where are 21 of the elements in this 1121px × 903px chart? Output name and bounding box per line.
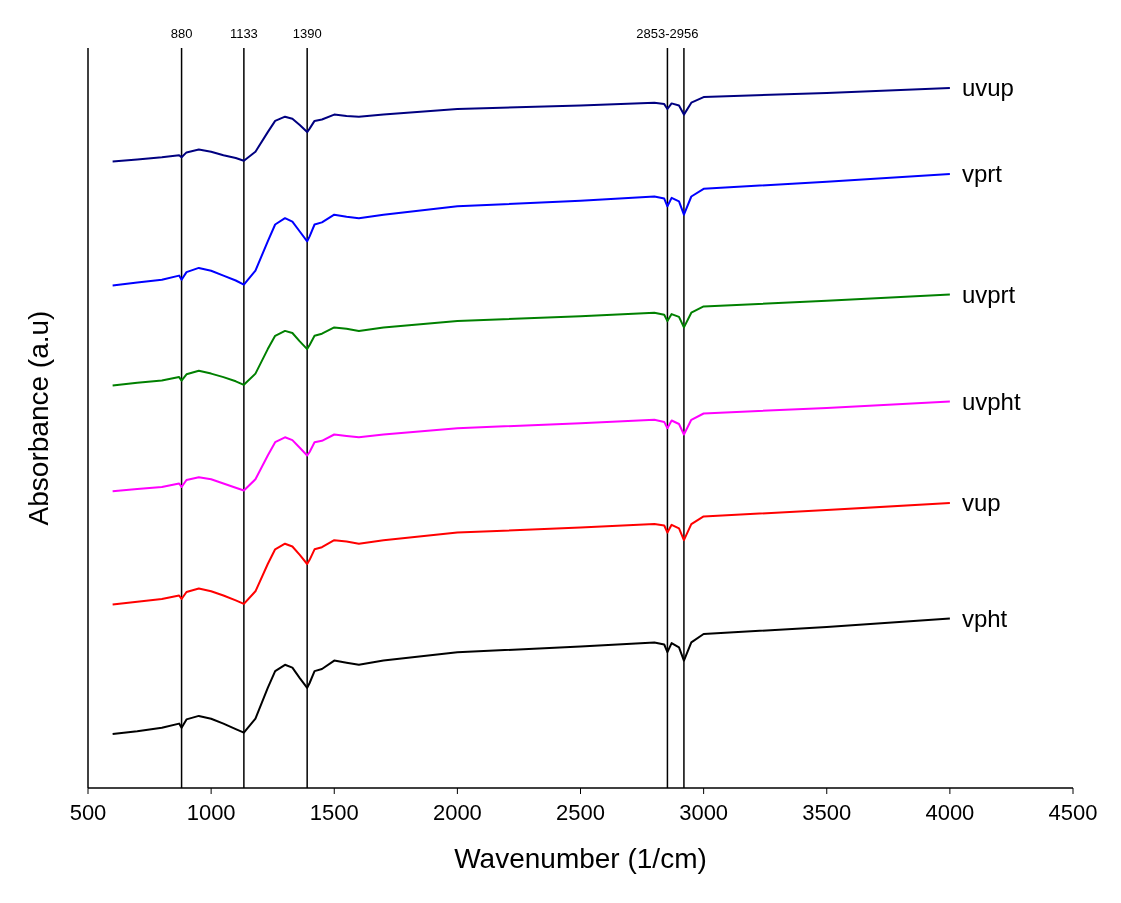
x-tick-label: 1000 <box>186 800 236 825</box>
ref-line-label: 1390 <box>292 26 322 41</box>
x-tick-label: 3500 <box>802 800 852 825</box>
series-label: vup <box>961 489 1001 517</box>
series-label: uvpht <box>961 387 1021 415</box>
ref-line-label: 880 <box>170 26 193 41</box>
x-tick-label: 2500 <box>556 800 605 825</box>
x-axis-title: Wavenumber (1/cm) <box>454 843 707 874</box>
x-tick-label: 1500 <box>309 800 359 825</box>
x-tick-label: 4000 <box>925 800 975 825</box>
x-tick-label: 3000 <box>679 800 729 825</box>
series-label: vprt <box>961 160 1003 188</box>
x-tick-label: 500 <box>69 800 107 825</box>
x-tick-label: 2000 <box>432 800 482 825</box>
ref-line-label: 1133 <box>229 26 258 41</box>
ref-line-label: 2853-2956 <box>636 26 699 41</box>
series-label: uvup <box>961 74 1014 101</box>
y-axis-title: Absorbance (a.u) <box>23 310 54 526</box>
x-tick-label: 4500 <box>1048 800 1098 825</box>
series-label: uvprt <box>961 280 1016 308</box>
series-label: vpht <box>961 604 1008 632</box>
